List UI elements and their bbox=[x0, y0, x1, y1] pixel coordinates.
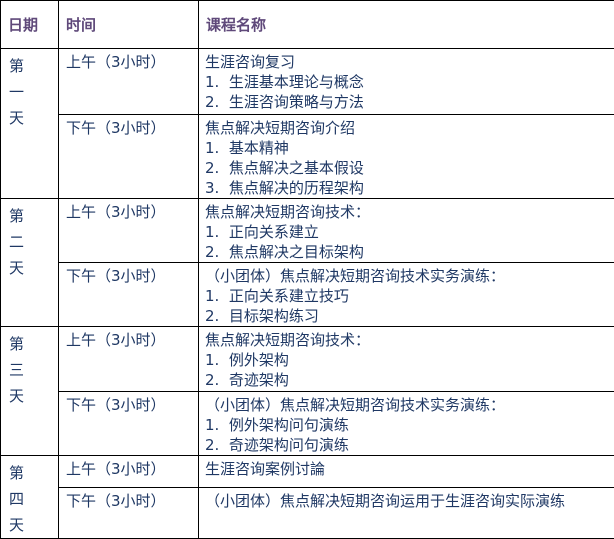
course-line: 1. 例外架构 bbox=[205, 350, 614, 370]
date-char: 四 bbox=[9, 486, 58, 512]
course-line: 焦点解决短期咨询技术： bbox=[205, 330, 614, 350]
date-char: 天 bbox=[9, 105, 58, 131]
course-line: 2. 焦点解决之基本假设 bbox=[205, 158, 614, 178]
course-line: 2. 奇迹架构问句演练 bbox=[205, 435, 614, 455]
course-line: （小团体）焦点解决短期咨询技术实务演练： bbox=[205, 395, 614, 415]
course-line: 1. 正向关系建立技巧 bbox=[205, 286, 614, 306]
date-char: 三 bbox=[9, 357, 58, 383]
course-line: 生涯咨询案例讨論 bbox=[205, 459, 614, 479]
date-char: 二 bbox=[9, 229, 58, 255]
column-header-time: 时间 bbox=[59, 1, 199, 49]
course-line: 焦点解决短期咨询技术： bbox=[205, 202, 614, 222]
course-line: 1. 基本精神 bbox=[205, 138, 614, 158]
course-line: 2. 目标架构练习 bbox=[205, 306, 614, 326]
date-char: 第 bbox=[9, 203, 58, 229]
session-time: 上午（3小时） bbox=[59, 456, 199, 488]
course-line: 1. 生涯基本理论与概念 bbox=[205, 72, 614, 92]
course-line: 2. 奇迹架构 bbox=[205, 370, 614, 390]
date-cell: 第四天 bbox=[1, 456, 59, 539]
session-time: 上午（3小时） bbox=[59, 199, 199, 263]
course-line: 2. 生涯咨询策略与方法 bbox=[205, 92, 614, 112]
course-line: 1. 正向关系建立 bbox=[205, 222, 614, 242]
course-line: （小团体）焦点解决短期咨询运用于生涯咨询实际演练 bbox=[205, 491, 614, 511]
table-header: 日期 时间 课程名称 bbox=[1, 1, 614, 49]
date-char: 天 bbox=[9, 255, 58, 281]
session-time: 下午（3小时） bbox=[59, 488, 199, 539]
date-char: 天 bbox=[9, 383, 58, 409]
date-char: 第 bbox=[9, 460, 58, 486]
date-char: 第 bbox=[9, 53, 58, 79]
course-line: 焦点解决短期咨询介绍 bbox=[205, 118, 614, 138]
session-time: 下午（3小时） bbox=[59, 392, 199, 456]
course-line: 生涯咨询复习 bbox=[205, 52, 614, 72]
date-cell: 第三天 bbox=[1, 327, 59, 456]
session-time: 下午（3小时） bbox=[59, 115, 199, 199]
course-content: 生涯咨询案例讨論 bbox=[199, 456, 614, 488]
date-char: 天 bbox=[9, 512, 58, 538]
course-line: 1. 例外架构问句演练 bbox=[205, 415, 614, 435]
session-time: 上午（3小时） bbox=[59, 49, 199, 115]
course-line: （小团体）焦点解决短期咨询技术实务演练： bbox=[205, 266, 614, 286]
course-line: 3. 焦点解决的历程架构 bbox=[205, 178, 614, 198]
column-header-course: 课程名称 bbox=[199, 1, 614, 49]
course-line: 2. 焦点解决之目标架构 bbox=[205, 242, 614, 262]
session-time: 上午（3小时） bbox=[59, 327, 199, 392]
date-cell: 第一天 bbox=[1, 49, 59, 199]
date-cell: 第二天 bbox=[1, 199, 59, 327]
schedule-row: 第四天上午（3小时）生涯咨询案例讨論 bbox=[1, 456, 614, 488]
column-header-date: 日期 bbox=[1, 1, 59, 49]
session-time: 下午（3小时） bbox=[59, 263, 199, 327]
course-content: （小团体）焦点解决短期咨询运用于生涯咨询实际演练 bbox=[199, 488, 614, 539]
date-char: 第 bbox=[9, 331, 58, 357]
schedule-row: 下午（3小时） （小团体）焦点解决短期咨询运用于生涯咨询实际演练 bbox=[1, 488, 614, 539]
header-row: 日期 时间 课程名称 bbox=[1, 1, 614, 49]
date-char: 一 bbox=[9, 79, 58, 105]
